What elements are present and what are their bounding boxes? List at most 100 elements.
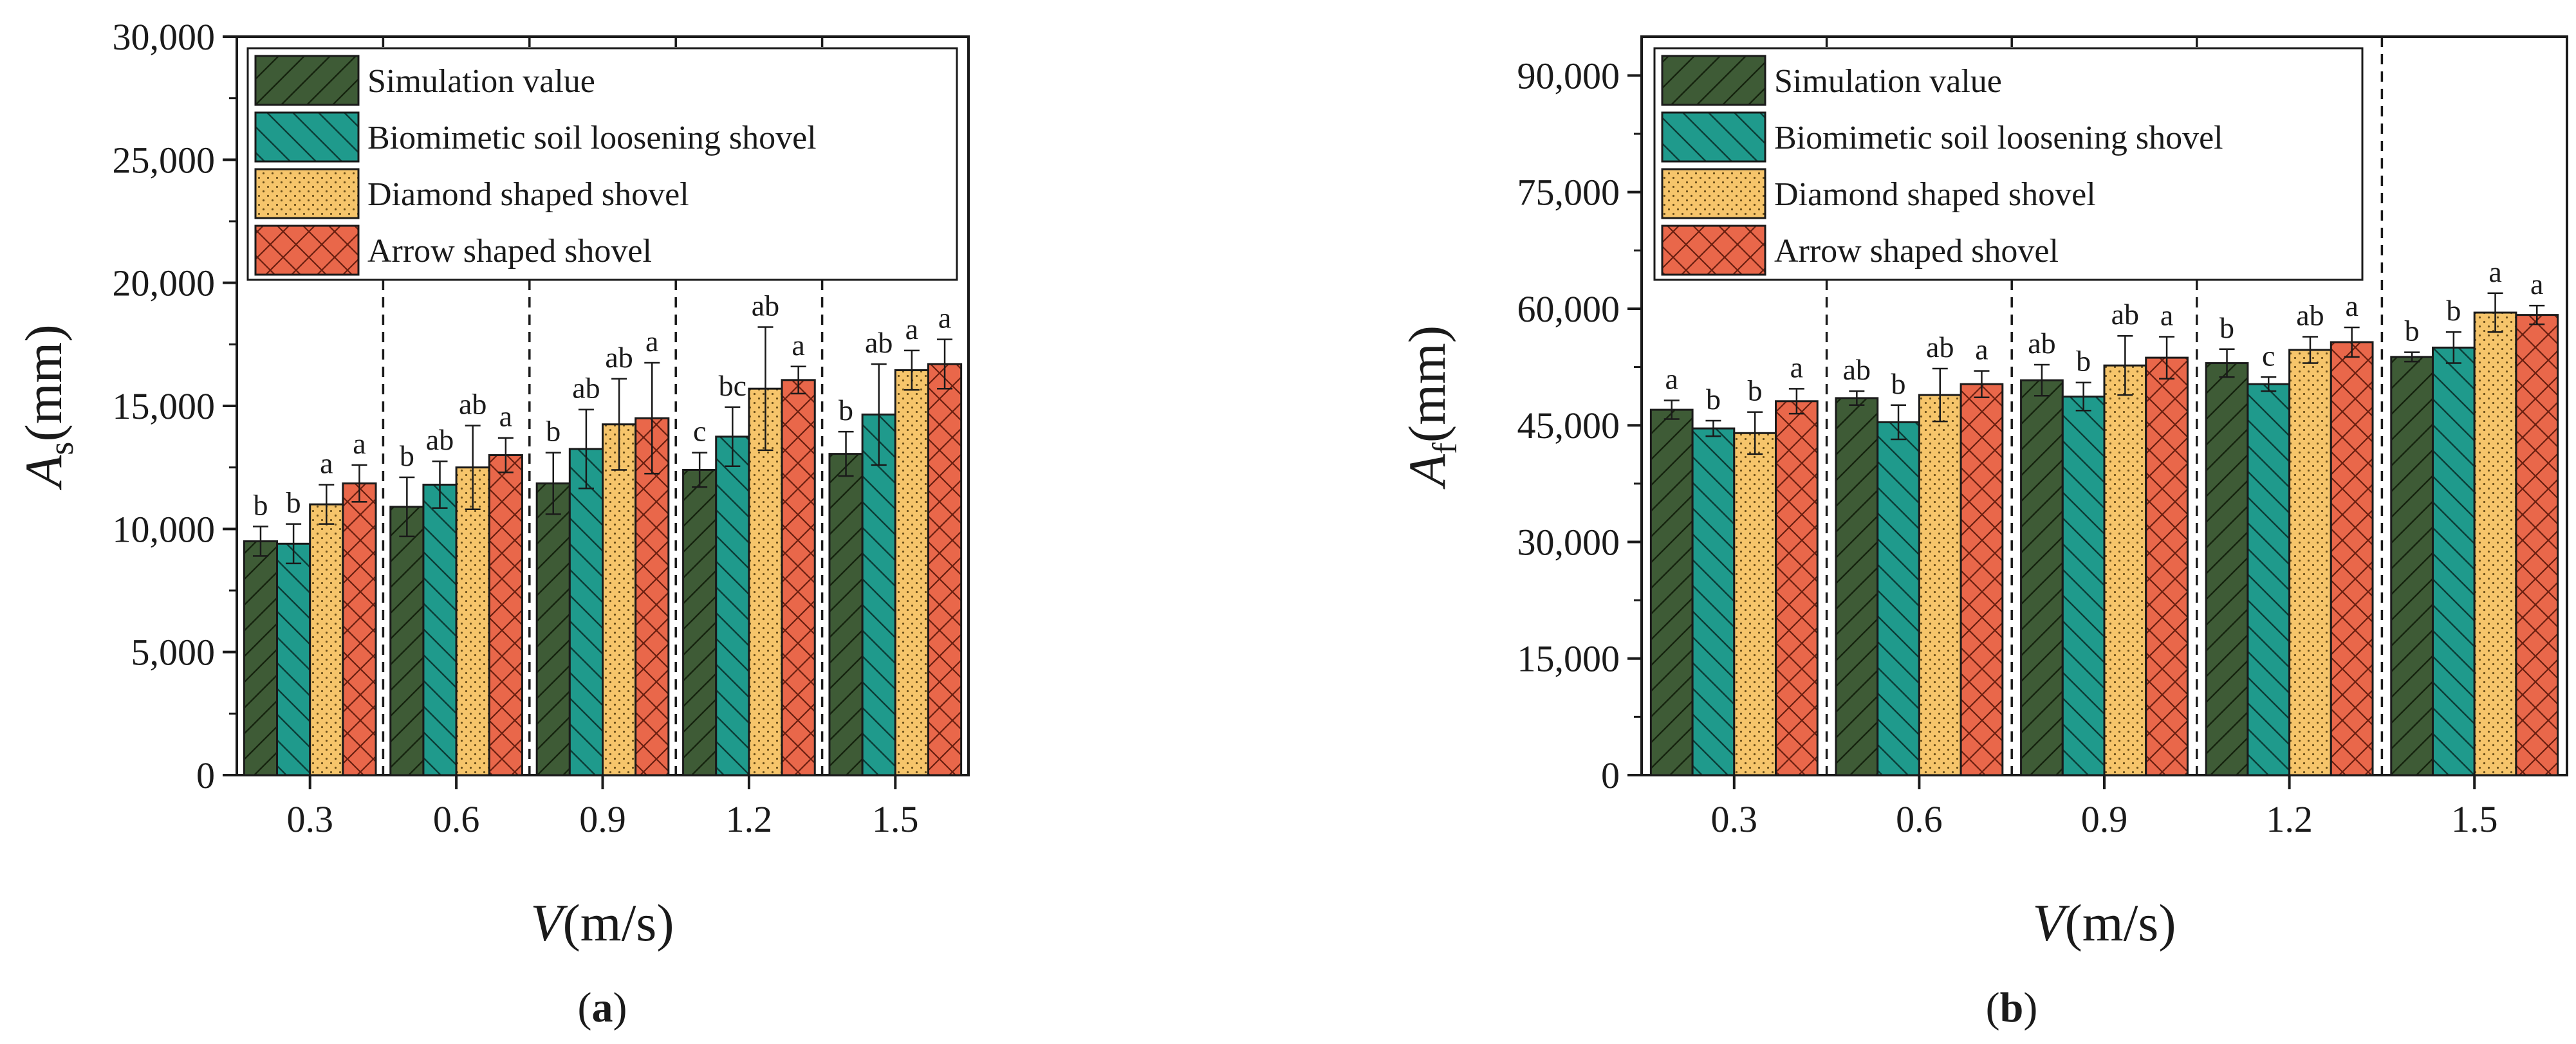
x-tick-label: 0.6 <box>433 798 480 840</box>
bar-diamond-hatch <box>2103 364 2147 776</box>
y-axis-subscript: f <box>1425 443 1464 454</box>
x-axis-symbol: V <box>530 893 568 952</box>
y-axis-title: As(mm) <box>14 324 80 490</box>
y-axis-symbol: A <box>14 455 73 491</box>
significance-letter: b <box>2219 311 2234 344</box>
significance-letter: b <box>2076 345 2091 378</box>
significance-letter: ab <box>752 289 779 322</box>
significance-letter: a <box>320 446 333 479</box>
chart-panel-a: 0 5,000 10,000 15,000 20,000 25,000 30,000 0.3 0… <box>14 16 970 1031</box>
legend-label: Diamond shaped shovel <box>367 176 689 213</box>
legend-label: Biomimetic soil loosening shovel <box>1774 120 2223 156</box>
significance-letter: c <box>693 415 706 448</box>
bar-diamond-hatch <box>2288 349 2332 776</box>
legend-box <box>246 47 958 281</box>
y-tick-label: 0 <box>196 755 215 796</box>
bar-arrow-hatch <box>2330 341 2374 776</box>
significance-letter: a <box>645 325 658 358</box>
bar-arrow-hatch <box>1775 400 1819 776</box>
legend-label: Biomimetic soil loosening shovel <box>367 120 817 156</box>
bar-arrow-hatch <box>927 363 963 776</box>
significance-letter: a <box>2345 289 2358 322</box>
significance-letter: a <box>792 329 804 362</box>
legend-box <box>1653 47 2364 281</box>
y-axis-subscript: s <box>42 442 80 455</box>
legend-swatch-hatch <box>1661 168 1766 219</box>
x-tick-label: 0.9 <box>579 798 626 840</box>
significance-letter: ab <box>459 388 486 421</box>
x-tick-label: 1.5 <box>2451 798 2498 840</box>
significance-letter: a <box>2530 268 2543 300</box>
bar-biomimetic-hatch <box>1691 427 1736 776</box>
y-axis-unit: (mm) <box>1398 325 1456 443</box>
bar-diamond-hatch <box>894 369 929 776</box>
significance-letter: b <box>1706 383 1721 416</box>
bar-biomimetic-hatch <box>276 542 311 776</box>
bar-arrow-hatch <box>1960 383 2004 776</box>
x-axis-unit: (m/s) <box>563 893 674 952</box>
y-tick-label: 30,000 <box>1517 521 1620 563</box>
y-axis-unit: (mm) <box>14 324 73 441</box>
significance-letter: b <box>1748 374 1763 407</box>
panel-label: (a) <box>578 984 627 1031</box>
bar-arrow-hatch <box>342 482 377 776</box>
bar-diamond-hatch <box>455 466 490 776</box>
x-axis-title: V(m/s) <box>530 893 674 952</box>
legend-swatch-hatch <box>1661 224 1766 276</box>
significance-letter: ab <box>605 341 633 374</box>
x-tick-label: 0.3 <box>286 798 333 840</box>
bar-diamond-hatch <box>602 423 637 776</box>
legend-label: Diamond shaped shovel <box>1774 176 2096 213</box>
bar-biomimetic-hatch <box>861 413 896 776</box>
significance-letter: a <box>938 302 951 334</box>
bar-biomimetic-hatch <box>568 448 604 776</box>
bar-arrow-hatch <box>2515 314 2559 776</box>
bar-arrow-hatch <box>2145 356 2189 776</box>
significance-letter: b <box>839 394 853 426</box>
significance-letter: ab <box>2111 298 2139 331</box>
bar-simulation-hatch <box>389 506 425 776</box>
y-tick-label: 60,000 <box>1517 288 1620 330</box>
significance-letter: ab <box>2296 298 2324 331</box>
x-tick-label: 1.2 <box>2266 798 2313 840</box>
significance-letter: b <box>1891 367 1906 400</box>
significance-letter: a <box>905 313 918 345</box>
significance-letter: b <box>546 415 561 448</box>
bar-diamond-hatch <box>309 503 344 776</box>
y-tick-label: 30,000 <box>113 16 216 58</box>
y-tick-label: 20,000 <box>113 262 216 304</box>
bar-arrow-hatch <box>781 379 816 776</box>
bar-diamond-hatch <box>1733 432 1777 776</box>
significance-letter: a <box>353 427 366 460</box>
legend-swatch-hatch <box>254 55 360 106</box>
significance-letter: b <box>2446 294 2461 327</box>
significance-letter: ab <box>426 423 454 456</box>
bar-biomimetic-hatch <box>422 483 458 776</box>
y-tick-label: 45,000 <box>1517 405 1620 446</box>
panel-label: (b) <box>1986 984 2038 1031</box>
y-tick-label: 5,000 <box>131 632 216 673</box>
bar-simulation-hatch <box>682 468 718 776</box>
significance-letter: a <box>1665 363 1678 396</box>
significance-letter: b <box>2405 315 2420 347</box>
bar-simulation-hatch <box>243 540 279 776</box>
y-axis-title: Af(mm) <box>1398 325 1464 490</box>
legend-label: Simulation value <box>367 63 595 100</box>
bar-biomimetic-hatch <box>2247 383 2291 776</box>
x-tick-label: 1.2 <box>726 798 773 840</box>
significance-letter: a <box>2160 298 2173 331</box>
bar-diamond-hatch <box>2473 311 2517 776</box>
y-tick-label: 15,000 <box>1517 638 1620 680</box>
bar-biomimetic-hatch <box>715 435 750 776</box>
legend-swatch-hatch <box>254 168 360 219</box>
significance-letter: bc <box>719 369 746 402</box>
bar-arrow-hatch <box>488 454 523 776</box>
significance-letter: a <box>2488 255 2501 288</box>
y-tick-label: 25,000 <box>113 139 216 181</box>
bar-simulation-hatch <box>1835 397 1879 776</box>
y-tick-label: 15,000 <box>113 385 216 427</box>
chart-panel-b: 0 15,000 30,000 45,000 60,000 75,000 90,000 0.3… <box>1398 35 2568 1031</box>
x-tick-label: 0.3 <box>1711 798 1758 840</box>
y-tick-label: 10,000 <box>113 508 216 550</box>
